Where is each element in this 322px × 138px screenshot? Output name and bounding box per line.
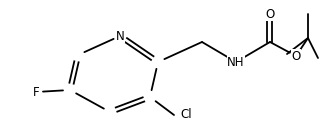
Text: N: N (116, 30, 124, 43)
Text: F: F (33, 86, 39, 99)
Text: O: O (291, 50, 301, 63)
Text: Cl: Cl (180, 108, 192, 121)
Text: O: O (265, 7, 275, 21)
Text: NH: NH (227, 55, 245, 68)
